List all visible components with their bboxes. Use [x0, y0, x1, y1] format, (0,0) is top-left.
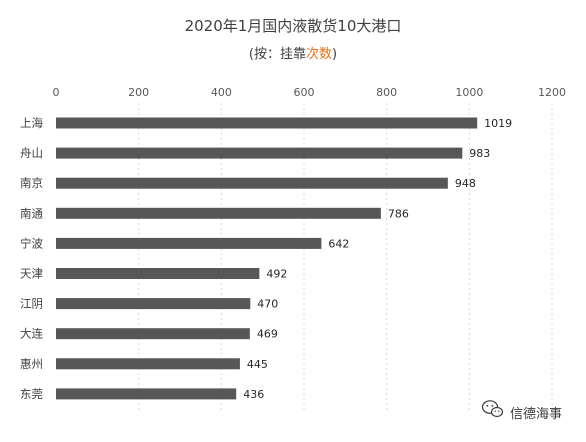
value-label: 470 [257, 298, 278, 311]
value-labels: 1019 983 948 786 642 492 470 469 445 436 [243, 117, 512, 401]
bar-江阴 [56, 298, 251, 310]
x-tick-label: 1200 [538, 86, 566, 99]
chart-subtitle: (按：挂靠次数) [249, 46, 337, 62]
category-label: 天津 [20, 267, 43, 281]
bar-大连 [56, 328, 250, 340]
value-label: 642 [328, 237, 349, 250]
bars [56, 117, 478, 400]
category-label: 东莞 [20, 387, 43, 401]
category-label: 惠州 [20, 357, 43, 371]
bar-南京 [56, 177, 448, 189]
category-label: 宁波 [20, 236, 43, 250]
bar-上海 [56, 117, 478, 129]
subtitle-prefix: (按：挂靠 [249, 47, 306, 62]
category-label: 大连 [20, 327, 43, 341]
category-label: 上海 [20, 116, 43, 130]
value-label: 492 [266, 268, 287, 281]
subtitle-suffix: ) [332, 47, 337, 62]
x-axis-ticks: 0 200 400 600 800 1000 1200 [53, 86, 567, 99]
category-label: 江阴 [20, 297, 43, 311]
value-label: 948 [455, 177, 476, 190]
x-tick-label: 400 [211, 86, 232, 99]
bar-南通 [56, 207, 381, 219]
value-label: 469 [257, 328, 278, 341]
subtitle-highlight: 次数 [306, 46, 332, 62]
value-label: 1019 [484, 117, 512, 130]
value-label: 983 [469, 147, 490, 160]
value-label: 436 [243, 388, 264, 401]
x-tick-label: 200 [128, 86, 149, 99]
bar-舟山 [56, 147, 463, 159]
value-label: 445 [247, 358, 268, 371]
watermark: 信德海事 [481, 400, 562, 422]
bar-惠州 [56, 358, 240, 370]
bar-宁波 [56, 237, 322, 249]
bar-东莞 [56, 388, 237, 400]
wechat-logo-icon [481, 400, 504, 418]
x-tick-label: 1000 [455, 86, 483, 99]
watermark-text: 信德海事 [510, 407, 562, 422]
bar-天津 [56, 268, 260, 279]
x-tick-label: 0 [53, 86, 60, 99]
category-label: 舟山 [20, 146, 43, 160]
x-tick-label: 800 [376, 86, 397, 99]
category-label: 南京 [20, 176, 43, 190]
value-label: 786 [388, 207, 409, 220]
x-tick-label: 600 [294, 86, 315, 99]
chart-title: 2020年1月国内液散货10大港口 [185, 17, 402, 35]
category-label: 南通 [20, 206, 43, 220]
